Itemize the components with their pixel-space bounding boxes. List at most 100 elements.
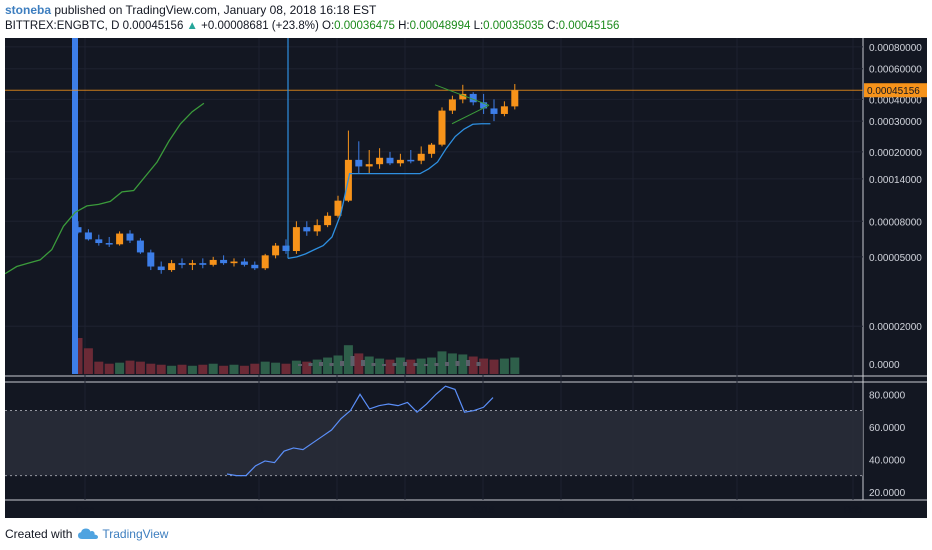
axes: 0.00080000 0.00060000 0.00040000 0.00030000… (76, 43, 927, 516)
created-with-label: Created with (5, 527, 73, 541)
volume-bar (94, 361, 104, 374)
volume-bar (385, 359, 395, 374)
time-tick-label: 8 (558, 504, 564, 516)
low-value: 0.00035035 (483, 20, 544, 32)
author-link[interactable]: stoneba (5, 3, 52, 17)
candle-body (240, 261, 248, 265)
oscillator-bar (434, 363, 439, 366)
rsi-tick-label: 40.0000 (869, 455, 906, 466)
volume-bar (489, 359, 499, 374)
volume-bar (125, 360, 135, 374)
candlesticks (72, 38, 519, 374)
volume-bar (83, 348, 93, 374)
oscillator-bar (466, 360, 470, 366)
candle-body (324, 215, 332, 226)
candle-body (157, 266, 165, 271)
volume-bar (458, 354, 468, 374)
volume-bar (416, 358, 426, 374)
volume-bar (135, 361, 145, 374)
oscillator-bar (476, 362, 481, 366)
candle-body (490, 108, 498, 114)
candle-body (126, 233, 134, 241)
volume-bar (312, 359, 322, 374)
low-label: L: (473, 20, 484, 32)
volume-bar (447, 353, 457, 374)
time-tick-label: 15 (627, 504, 639, 516)
volume-bar (208, 363, 218, 374)
volume-bar (291, 360, 301, 374)
volume-bar (323, 357, 333, 374)
current-price-marker (864, 83, 927, 98)
volume-bar (395, 357, 405, 374)
price-chart[interactable]: 0.00080000 0.00060000 0.00040000 0.00030000… (5, 38, 927, 518)
candle-body (272, 245, 280, 256)
rsi-pane (5, 385, 863, 477)
volume-bar (260, 361, 270, 374)
candle-body (511, 90, 519, 107)
oscillator-bar (340, 361, 344, 366)
candle-body (230, 261, 238, 264)
change-up-arrow-icon: ▲ (186, 20, 198, 32)
time-tick-label: Feb (844, 504, 862, 516)
volume-bar (406, 359, 416, 374)
tradingview-cloud-icon (78, 528, 99, 539)
candle-body (313, 225, 321, 232)
candle-body (500, 106, 508, 114)
price-tick-label: 0.00040000 (869, 95, 922, 106)
volume-bar (271, 362, 281, 374)
current-price-label: 0.00045156 (867, 86, 920, 97)
candle-body (105, 243, 113, 245)
volume-bar (250, 363, 260, 374)
volume-bar (219, 365, 229, 374)
trend-line-upper (434, 84, 490, 106)
candle-body (396, 159, 404, 164)
candle-body (407, 159, 415, 162)
ma-blue-line (287, 123, 491, 260)
tradingview-link[interactable]: TradingView (78, 527, 168, 541)
oscillator-bar (392, 363, 397, 366)
volume-bar (115, 362, 125, 374)
candle-body (480, 102, 488, 109)
candle-body (251, 264, 259, 269)
candle-body (199, 263, 207, 265)
high-value: 0.00048994 (409, 20, 471, 32)
volume-oscillator (298, 356, 481, 366)
oscillator-bar (298, 364, 302, 366)
price-tick-label: 0.00005000 (869, 253, 922, 264)
candle-body (178, 263, 186, 265)
symbol-name: BITTREX:ENGBTC, D (5, 20, 120, 32)
candle-body (168, 263, 176, 271)
candle-body (84, 232, 92, 240)
candle-body (116, 233, 124, 245)
oscillator-bar (424, 364, 428, 366)
close-label: C: (547, 20, 559, 32)
listing-spike-bar (72, 38, 78, 374)
candle-body (147, 252, 155, 267)
volume-bar (302, 361, 312, 374)
time-tick-label: Dec (76, 504, 95, 516)
time-tick-label: 25 (399, 504, 411, 516)
price-change: +0.00008681 (+23.8%) (201, 20, 319, 32)
candle-body (448, 99, 456, 111)
volume-bar (156, 364, 166, 374)
oscillator-bar (329, 363, 334, 366)
volume-bar (343, 345, 353, 374)
volume-bar (333, 355, 343, 374)
oscillator-bar (361, 360, 365, 366)
candle-body (365, 164, 373, 167)
oscillator-bar (371, 363, 376, 366)
time-tick-label: 18 (331, 504, 343, 516)
volume-bar (437, 351, 447, 374)
ma-green-line (5, 102, 205, 275)
time-tick-label: 12 (847, 504, 859, 516)
time-tick-label: 22 (731, 504, 743, 516)
rsi-tick-label: 60.0000 (869, 423, 906, 434)
price-tick-label: 0.00060000 (869, 65, 922, 76)
oscillator-bar (319, 362, 323, 366)
volume-bar (354, 353, 364, 374)
footer: Created with TradingView (5, 525, 168, 543)
volume-bar (479, 358, 489, 374)
candle-body (95, 239, 103, 244)
rsi-band (5, 410, 863, 476)
price-tick-label: 0.00020000 (869, 148, 922, 159)
